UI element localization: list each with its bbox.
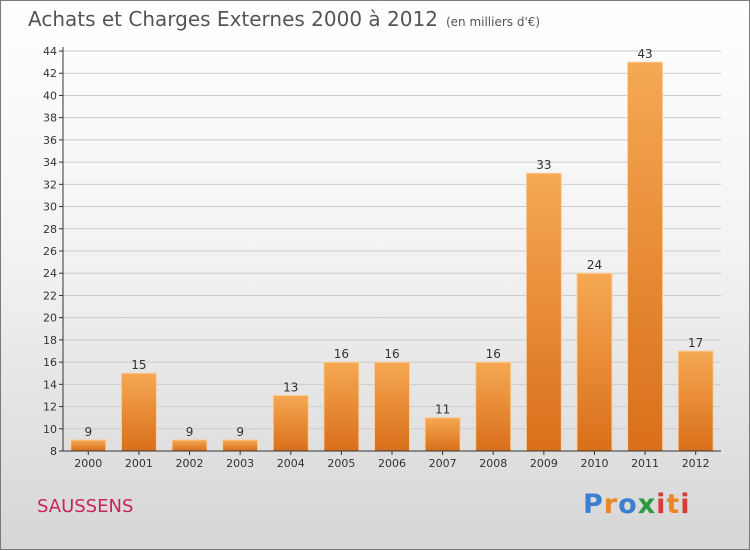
- y-tick-label: 38: [43, 112, 57, 125]
- x-tick-label: 2000: [74, 457, 102, 470]
- town-name: SAUSSENS: [37, 496, 134, 517]
- x-tick-label: 2009: [530, 457, 558, 470]
- bar: [120, 372, 157, 452]
- x-tick-label: 2008: [479, 457, 507, 470]
- y-tick-label: 12: [43, 401, 57, 414]
- axes: 8 10 12 14 16 18 20 22 24 26 28 30 32 34 36 38 40 42 44 200…: [43, 45, 721, 470]
- data-label: 33: [536, 158, 551, 172]
- data-label: 16: [384, 347, 399, 361]
- data-label: 43: [637, 47, 652, 61]
- bars: 9 15 9 9 13 16 16 11 16 33 24 43 17: [70, 47, 714, 452]
- y-tick-label: 30: [43, 201, 57, 214]
- y-tick-label: 8: [50, 445, 57, 458]
- y-tick-label: 20: [43, 312, 57, 325]
- y-tick-label: 18: [43, 334, 57, 347]
- chart-title: Achats et Charges Externes 2000 à 2012 (e…: [28, 7, 540, 31]
- y-tick-label: 22: [43, 289, 57, 302]
- bar: [627, 61, 664, 452]
- y-tick-label: 14: [43, 378, 57, 391]
- y-tick-label: 26: [43, 245, 57, 258]
- bar: [525, 172, 562, 452]
- x-tick-label: 2010: [580, 457, 608, 470]
- data-label: 24: [587, 258, 602, 272]
- y-tick-label: 34: [43, 156, 57, 169]
- bar: [475, 361, 512, 452]
- bar: [272, 394, 309, 452]
- data-label: 9: [84, 425, 92, 439]
- y-tick-label: 42: [43, 67, 57, 80]
- chart-subtitle: (en milliers d'€): [445, 15, 541, 29]
- data-label: 16: [486, 347, 501, 361]
- y-tick-label: 16: [43, 356, 57, 369]
- x-tick-label: 2006: [378, 457, 406, 470]
- x-tick-label: 2003: [226, 457, 254, 470]
- x-tick-label: 2005: [327, 457, 355, 470]
- bar: [576, 272, 613, 452]
- y-tick-label: 10: [43, 423, 57, 436]
- bar: [171, 439, 208, 452]
- logo-letter: r: [603, 489, 619, 520]
- data-label: 9: [236, 425, 244, 439]
- chart-title-text: Achats et Charges Externes 2000 à 2012: [28, 7, 438, 31]
- logo-letter: x: [637, 489, 657, 520]
- logo-letter: t: [666, 489, 681, 520]
- x-tick-label: 2001: [125, 457, 153, 470]
- y-tick-label: 24: [43, 267, 57, 280]
- proxiti-logo: Proxiti: [583, 489, 691, 520]
- bar: [424, 417, 461, 452]
- y-tick-label: 28: [43, 223, 57, 236]
- data-label: 15: [131, 358, 146, 372]
- logo-letter: o: [618, 489, 638, 520]
- logo-letter: i: [656, 489, 667, 520]
- x-tick-label: 2011: [631, 457, 659, 470]
- bar: [70, 439, 107, 452]
- data-label: 16: [334, 347, 349, 361]
- y-tick-label: 40: [43, 89, 57, 102]
- x-tick-label: 2002: [176, 457, 204, 470]
- data-label: 13: [283, 380, 298, 394]
- y-tick-label: 44: [43, 45, 57, 58]
- data-label: 9: [186, 425, 194, 439]
- y-tick-label: 32: [43, 178, 57, 191]
- x-tick-label: 2007: [429, 457, 457, 470]
- bar: [222, 439, 259, 452]
- logo-letter: P: [583, 489, 604, 520]
- x-tick-label: 2012: [682, 457, 710, 470]
- logo-letter: i: [680, 489, 691, 520]
- y-tick-label: 36: [43, 134, 57, 147]
- bar: [677, 350, 714, 452]
- data-label: 17: [688, 336, 703, 350]
- bar: [374, 361, 410, 452]
- bar: [323, 361, 360, 452]
- data-label: 11: [435, 403, 450, 417]
- x-tick-label: 2004: [277, 457, 305, 470]
